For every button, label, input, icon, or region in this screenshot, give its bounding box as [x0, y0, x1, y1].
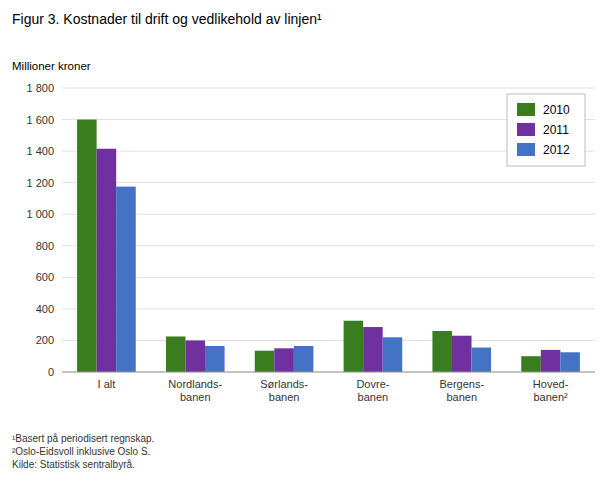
legend-label: 2010	[543, 103, 570, 117]
x-tick-label: Hoved-banen²	[533, 378, 569, 403]
grid-line	[62, 88, 595, 89]
y-tick-label: 600	[36, 271, 54, 283]
bar	[205, 346, 225, 372]
bar	[97, 149, 117, 372]
bar	[116, 187, 136, 372]
y-tick-label: 1 400	[26, 145, 54, 157]
y-tick-label: 1 200	[26, 177, 54, 189]
bar	[166, 337, 186, 373]
chart-svg: Figur 3. Kostnader til drift og vedlikeh…	[0, 0, 610, 488]
legend-swatch	[517, 103, 535, 116]
legend-label: 2011	[543, 123, 569, 137]
y-tick-label: 800	[36, 240, 54, 252]
grid-line	[62, 372, 595, 373]
y-tick-label: 1 600	[26, 114, 54, 126]
bars	[77, 120, 580, 372]
x-axis-line	[62, 372, 595, 373]
y-axis-label: Millioner kroner	[12, 60, 91, 72]
x-tick-label: Nordlands-banen	[168, 378, 222, 403]
bar	[363, 327, 383, 372]
grid-line	[62, 277, 595, 278]
title: Figur 3. Kostnader til drift og vedlikeh…	[12, 11, 322, 27]
bar	[255, 351, 275, 372]
grid	[62, 88, 595, 372]
bar	[344, 321, 364, 372]
legend-box	[507, 94, 585, 166]
chart-container: Figur 3. Kostnader til drift og vedlikeh…	[0, 0, 610, 488]
x-tick-label: Bergens-banen	[439, 378, 484, 403]
x-tick-label: Sørlands-banen	[260, 378, 308, 403]
footnote: ¹Basert på periodisert regnskap.	[12, 433, 154, 444]
bar	[274, 348, 294, 372]
legend-swatch	[517, 123, 535, 136]
grid-line	[62, 214, 595, 215]
y-tick-label: 1 800	[26, 82, 54, 94]
bar	[452, 336, 472, 372]
y-tick-label: 400	[36, 303, 54, 315]
bar	[383, 337, 403, 372]
grid-line	[62, 340, 595, 341]
bar	[185, 340, 205, 372]
x-tick-label: I alt	[98, 378, 116, 390]
bar	[77, 120, 97, 372]
x-tick-label: Dovre-banen	[356, 378, 389, 403]
bar	[541, 350, 561, 372]
legend-label: 2012	[543, 143, 570, 157]
legend-swatch	[517, 143, 535, 156]
grid-line	[62, 308, 595, 309]
bar	[294, 346, 314, 372]
legend: 2010 2011 2012	[507, 94, 585, 166]
bar	[472, 348, 492, 372]
footnote: Kilde: Statistisk sentralbyrå.	[12, 459, 135, 470]
y-tick-label: 200	[36, 334, 54, 346]
bar	[521, 356, 541, 372]
bar	[432, 331, 452, 372]
y-tick-label: 1 000	[26, 208, 54, 220]
footnote: ²Oslo-Eidsvoll inklusive Oslo S.	[12, 446, 150, 457]
y-tick-label: 0	[48, 366, 54, 378]
grid-line	[62, 245, 595, 246]
grid-line	[62, 182, 595, 183]
bar	[560, 352, 580, 372]
